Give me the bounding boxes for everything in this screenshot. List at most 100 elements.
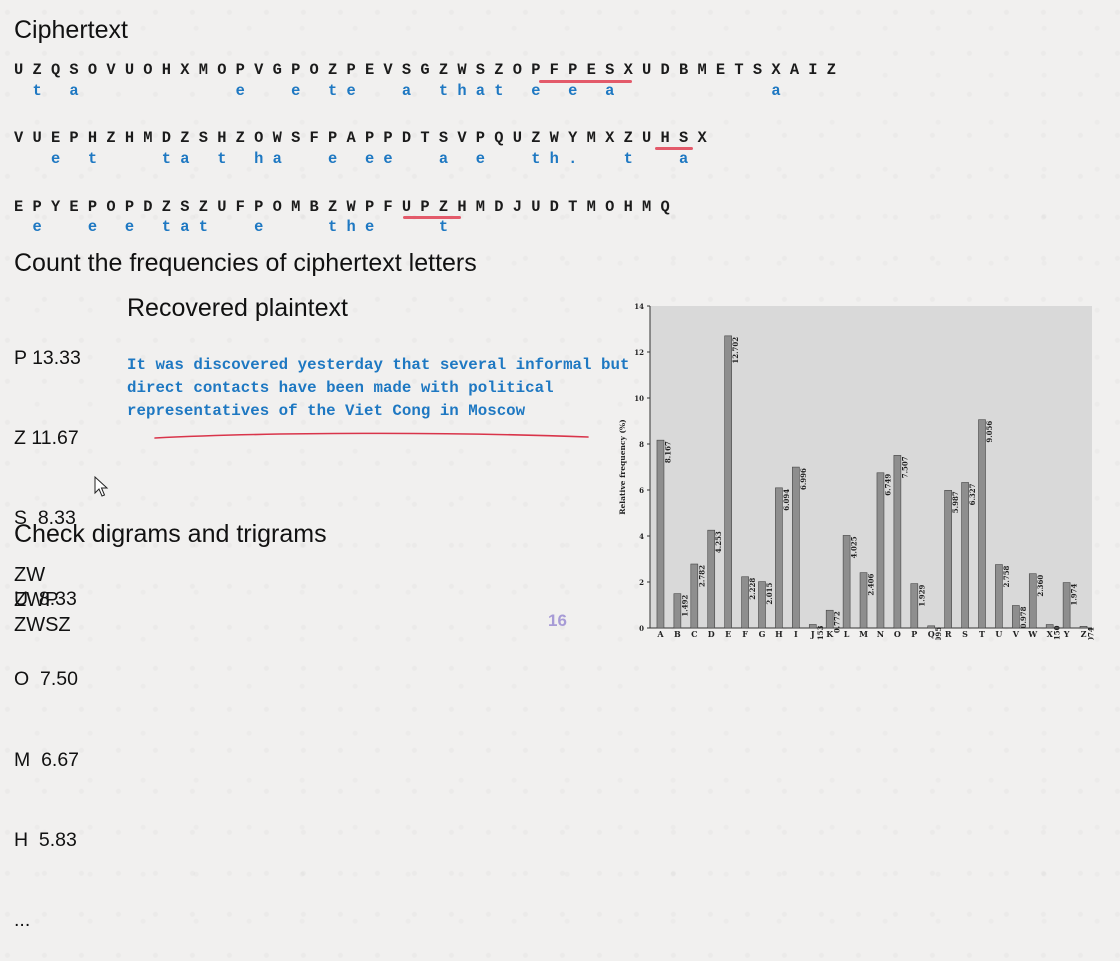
chart-bar-A (656, 439, 665, 629)
chart-bar-Q (927, 625, 936, 629)
chart-y-tick-label: 10 (634, 394, 644, 403)
chart-value-label-O: 7.507 (900, 456, 909, 478)
chart-value-label-R: 5.987 (951, 491, 960, 513)
chart-category-label-S: S (962, 629, 968, 639)
frequency-item: O 7.50 (14, 668, 78, 691)
chart-bar-H (775, 487, 783, 629)
chart-category-label-N: N (877, 629, 884, 639)
chart-bar-T (978, 419, 986, 629)
underline-zwsz (539, 80, 632, 83)
chart-category-label-I: I (794, 629, 798, 639)
frequencies-heading: Count the frequencies of ciphertext lett… (14, 249, 477, 277)
chart-y-tick-label: 12 (634, 348, 644, 357)
chart-bar-O (893, 455, 902, 629)
chart-value-label-E: 12.702 (731, 337, 740, 364)
chart-bar-N (876, 472, 885, 629)
chart-category-label-A: A (656, 629, 664, 639)
chart-bar-X (1045, 624, 1054, 629)
gram-list: ZW ZWP ZWSZ (14, 563, 71, 638)
chart-y-tick-label: 2 (639, 578, 644, 587)
plaintext-line-3: representatives of the Viet Cong in Mosc… (127, 402, 526, 420)
chart-value-label-H: 6.094 (782, 489, 791, 511)
chart-bar-P (910, 583, 919, 629)
chart-bar-U (995, 564, 1003, 629)
chart-category-label-Y: Y (1063, 629, 1070, 639)
cipher-row-3: E P Y E P O P D Z S Z U F P O M B Z W P … (14, 198, 670, 216)
chart-category-label-K: K (826, 629, 834, 639)
chart-category-label-T: T (979, 629, 985, 639)
frequency-item: P 13.33 (14, 346, 81, 369)
chart-category-label-R: R (945, 629, 952, 639)
cipher-row-2: V U E P H Z H M D Z S H Z O W S F P A P … (14, 129, 707, 147)
mouse-cursor-icon (94, 476, 109, 497)
chart-bar-L (842, 535, 851, 629)
frequency-item: M 6.67 (14, 748, 80, 771)
gram-item: ZWP (14, 589, 59, 611)
chart-category-label-B: B (674, 629, 681, 639)
chart-category-label-J: J (810, 629, 815, 639)
chart-value-label-I: 6.996 (799, 468, 808, 490)
chart-category-label-Q: Q (928, 629, 935, 639)
recovered-plaintext: It was discovered yesterday that several… (127, 354, 629, 423)
frequency-item: H 5.83 (14, 828, 77, 851)
frequency-item: ... (14, 909, 31, 932)
chart-bar-Z (1079, 625, 1088, 629)
chart-category-label-L: L (844, 629, 850, 639)
chart-bar-W (1028, 573, 1037, 629)
chart-category-label-H: H (775, 629, 783, 639)
chart-bar-I (792, 466, 800, 629)
chart-bar-V (1012, 605, 1020, 629)
chart-category-label-V: V (1012, 629, 1020, 639)
chart-bar-G (758, 581, 766, 629)
page-number: 16 (548, 611, 567, 630)
chart-bar-C (690, 563, 699, 629)
plaintext-line-2: direct contacts have been made with poli… (127, 379, 554, 397)
chart-category-label-O: O (894, 629, 901, 639)
recovered-heading: Recovered plaintext (127, 294, 348, 322)
plain-row-2: e t t a t h a e e e a e t h . t a (14, 150, 707, 168)
chart-category-label-M: M (859, 629, 868, 639)
chart-category-label-E: E (725, 629, 731, 639)
chart-category-label-W: W (1027, 629, 1038, 639)
underline-zw (655, 147, 693, 150)
chart-value-label-K: 0.772 (833, 611, 842, 633)
chart-bar-J (808, 624, 817, 629)
chart-value-label-Y: 1.974 (1070, 583, 1079, 605)
chart-y-tick-label: 6 (639, 486, 644, 495)
chart-category-label-X: X (1047, 629, 1054, 639)
chart-value-label-Z: 0.074 (1087, 627, 1096, 640)
chart-bar-D (707, 529, 716, 629)
chart-value-label-A: 8.167 (663, 441, 672, 463)
chart-category-label-P: P (911, 629, 917, 639)
chart-value-label-M: 2.406 (867, 574, 876, 596)
chart-value-label-V: 0.978 (1019, 606, 1028, 628)
gram-item: ZWSZ (14, 614, 71, 636)
pen-underline-stroke (154, 432, 589, 439)
letter-frequency-chart: 0 2 4 6 8 10 12 14 Relative frequency (%) 8.167 A 1… (618, 302, 1096, 640)
chart-bar-R (944, 489, 952, 629)
chart-value-label-L: 4.025 (850, 536, 859, 558)
chart-category-label-G: G (759, 629, 766, 639)
chart-value-label-Q: 0.095 (934, 627, 943, 640)
chart-value-label-B: 1.492 (680, 595, 689, 617)
chart-y-axis-label: Relative frequency (%) (618, 419, 627, 514)
chart-category-label-Z: Z (1081, 629, 1087, 639)
chart-y-tick-label: 8 (639, 440, 644, 449)
chart-value-label-F: 2.228 (748, 578, 757, 600)
chart-bar-Y (1062, 582, 1071, 629)
chart-bar-B (673, 593, 682, 629)
chart-bar-S (961, 482, 969, 629)
chart-value-label-D: 4.253 (714, 531, 723, 553)
frequency-item: Z 11.67 (14, 426, 79, 449)
chart-value-label-N: 6.749 (883, 474, 892, 496)
chart-value-label-G: 2.015 (765, 583, 774, 605)
chart-plot-area (650, 306, 1092, 628)
chart-category-label-F: F (742, 629, 748, 639)
ciphertext-heading: Ciphertext (14, 16, 128, 44)
frequency-item: S 8.33 (14, 507, 76, 530)
chart-value-label-U: 2.758 (1002, 565, 1011, 587)
chart-category-label-D: D (708, 629, 715, 639)
digrams-heading: Check digrams and trigrams (14, 520, 327, 548)
chart-y-tick-label: 14 (634, 302, 644, 311)
chart-value-label-C: 2.782 (697, 565, 706, 587)
